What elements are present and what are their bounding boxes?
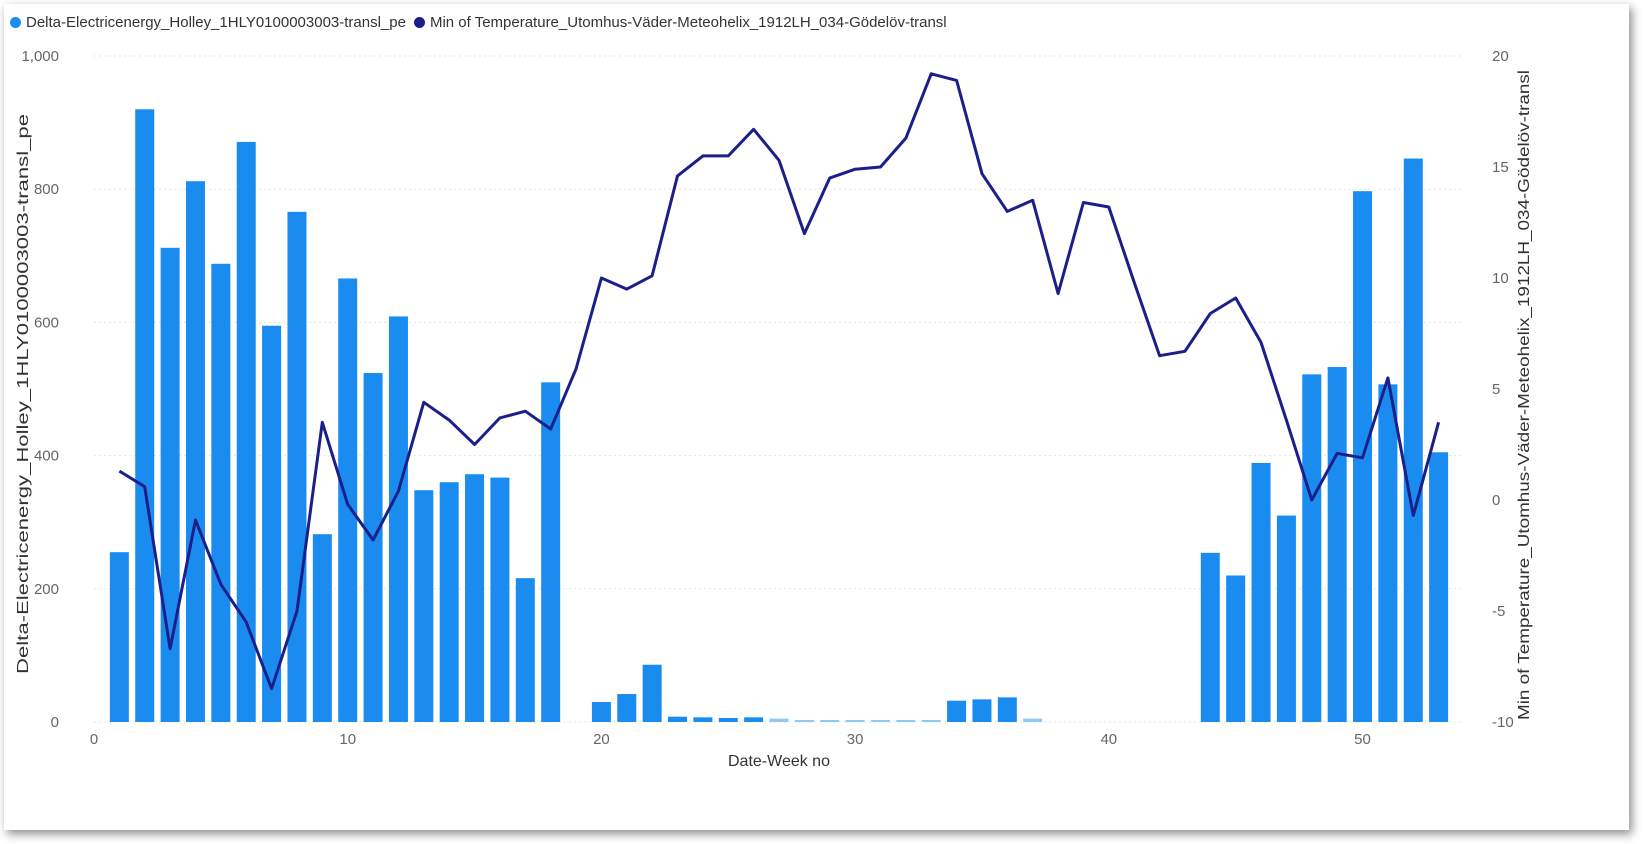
bar[interactable] <box>870 720 890 722</box>
bar[interactable] <box>287 211 307 722</box>
y-left-tick-label: 1,000 <box>21 48 59 65</box>
bar[interactable] <box>794 720 814 722</box>
bar[interactable] <box>211 263 231 722</box>
bar[interactable] <box>642 664 662 722</box>
y-axis-right-title: Min of Temperature_Utomhus-Väder-Meteohe… <box>1516 70 1533 720</box>
bar[interactable] <box>185 181 205 722</box>
bar[interactable] <box>1200 552 1220 722</box>
bar[interactable] <box>160 247 180 723</box>
temperature-line[interactable] <box>118 72 1441 691</box>
legend-label-temperature: Min of Temperature_Utomhus-Väder-Meteohe… <box>429 14 947 31</box>
y-right-tick-label: 5 <box>1492 381 1500 398</box>
bar[interactable] <box>414 490 434 722</box>
legend-label-electricenergy: Delta-Electricenergy_Holley_1HLY01000030… <box>26 14 406 31</box>
y-right-tick-label: -10 <box>1492 714 1514 731</box>
bar[interactable] <box>465 474 485 722</box>
bar[interactable] <box>1276 515 1296 722</box>
legend-marker-temperature <box>413 17 425 28</box>
bar[interactable] <box>363 373 383 722</box>
bar[interactable] <box>1403 158 1423 723</box>
bar[interactable] <box>262 325 282 722</box>
x-axis-title: Date-Week no <box>728 753 830 770</box>
x-tick-label: 0 <box>90 731 98 748</box>
bar[interactable] <box>388 316 408 722</box>
y-right-tick-label: 10 <box>1492 270 1509 287</box>
bar[interactable] <box>769 718 789 722</box>
bar[interactable] <box>718 718 738 722</box>
bar[interactable] <box>109 552 129 722</box>
y-left-tick-label: 600 <box>34 314 59 331</box>
bar[interactable] <box>693 717 713 722</box>
bar[interactable] <box>236 141 256 722</box>
legend-item-temperature[interactable]: Min of Temperature_Utomhus-Väder-Meteohe… <box>413 14 947 31</box>
bar[interactable] <box>1302 374 1322 722</box>
bar[interactable] <box>490 477 510 722</box>
bar[interactable] <box>617 694 637 722</box>
bar[interactable] <box>1023 718 1043 722</box>
bar[interactable] <box>744 717 764 722</box>
y-right-tick-label: 15 <box>1492 159 1509 176</box>
bar[interactable] <box>921 720 941 722</box>
bar[interactable] <box>1429 452 1449 722</box>
bar[interactable] <box>1378 384 1398 722</box>
bar-series <box>109 109 1449 723</box>
bar[interactable] <box>972 699 992 722</box>
y-left-tick-label: 400 <box>34 448 59 465</box>
y-right-tick-label: 0 <box>1492 492 1500 509</box>
bar[interactable] <box>947 700 967 722</box>
bar[interactable] <box>1226 575 1246 722</box>
chart-frame: Delta-Electricenergy_Holley_1HLY01000030… <box>4 4 1629 830</box>
bar[interactable] <box>845 720 865 722</box>
y-right-tick-label: -5 <box>1492 603 1505 620</box>
x-tick-label: 20 <box>593 731 610 748</box>
bar[interactable] <box>541 382 561 722</box>
y-left-tick-label: 200 <box>34 581 59 598</box>
y-axis-left-title: Delta-Electricenergy_Holley_1HLY01000030… <box>15 114 32 674</box>
bar[interactable] <box>820 720 840 722</box>
x-tick-label: 30 <box>847 731 864 748</box>
bar[interactable] <box>135 109 155 722</box>
line-series <box>118 72 1441 691</box>
bar[interactable] <box>515 578 535 722</box>
x-tick-label: 40 <box>1100 731 1117 748</box>
bar[interactable] <box>896 720 916 722</box>
x-tick-label: 10 <box>339 731 356 748</box>
bar[interactable] <box>1327 367 1347 722</box>
legend-item-electricenergy[interactable]: Delta-Electricenergy_Holley_1HLY01000030… <box>10 14 406 31</box>
y-left-tick-label: 0 <box>51 714 59 731</box>
y-left-tick-label: 800 <box>34 181 59 198</box>
y-right-tick-label: 20 <box>1492 48 1509 65</box>
bar[interactable] <box>312 534 332 722</box>
bar[interactable] <box>1251 462 1271 722</box>
bar[interactable] <box>997 697 1017 722</box>
legend[interactable]: Delta-Electricenergy_Holley_1HLY01000030… <box>10 14 955 31</box>
bar[interactable] <box>439 482 459 722</box>
bar[interactable] <box>591 702 611 722</box>
x-tick-label: 50 <box>1354 731 1371 748</box>
legend-marker-electricenergy <box>10 17 21 28</box>
bar[interactable] <box>668 716 688 722</box>
